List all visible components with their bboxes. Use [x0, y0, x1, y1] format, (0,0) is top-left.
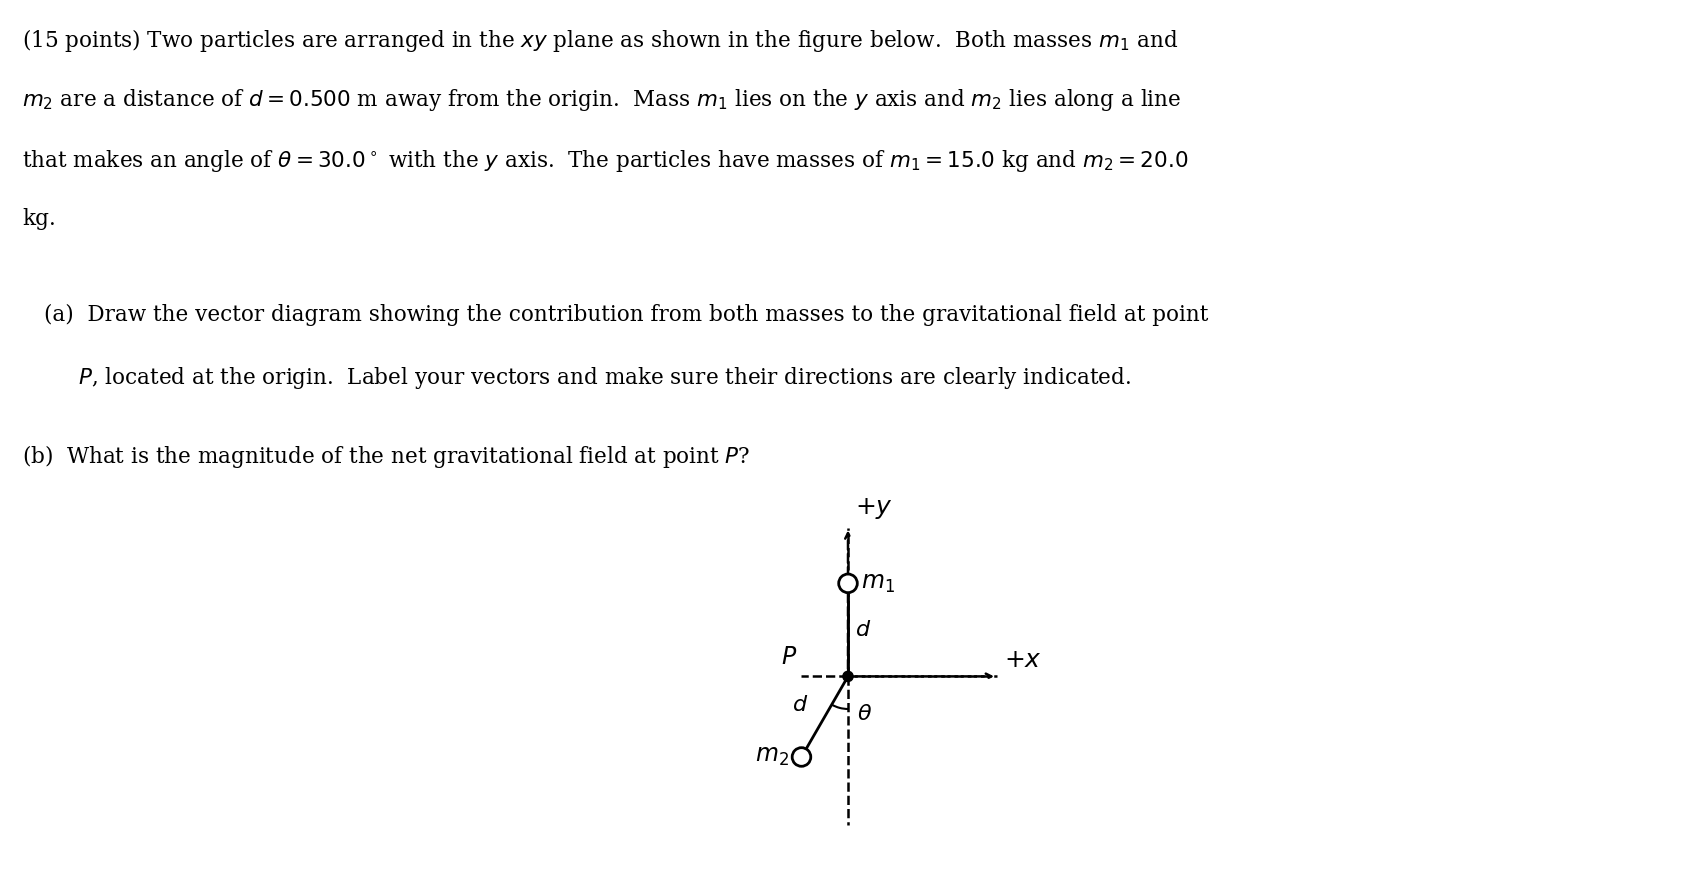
Text: $+y$: $+y$	[855, 496, 894, 521]
Text: (b)  What is the magnitude of the net gravitational field at point $P$?: (b) What is the magnitude of the net gra…	[22, 443, 750, 470]
Text: $m_2$: $m_2$	[755, 746, 789, 768]
Circle shape	[843, 671, 853, 682]
Text: $m_2$ are a distance of $d = 0.500$ m away from the origin.  Mass $m_1$ lies on : $m_2$ are a distance of $d = 0.500$ m aw…	[22, 87, 1182, 113]
Circle shape	[792, 748, 811, 766]
Text: $m_1$: $m_1$	[862, 572, 895, 595]
Text: $+x$: $+x$	[1004, 649, 1043, 672]
Text: $d$: $d$	[855, 619, 872, 641]
Text: (15 points) Two particles are arranged in the $xy$ plane as shown in the figure : (15 points) Two particles are arranged i…	[22, 27, 1179, 53]
Text: (a)  Draw the vector diagram showing the contribution from both masses to the gr: (a) Draw the vector diagram showing the …	[44, 304, 1209, 327]
Text: $d$: $d$	[792, 694, 807, 716]
Text: kg.: kg.	[22, 208, 56, 231]
Text: $P$: $P$	[780, 646, 797, 669]
Circle shape	[840, 574, 856, 593]
Text: $P$, located at the origin.  Label your vectors and make sure their directions a: $P$, located at the origin. Label your v…	[44, 365, 1131, 391]
Text: that makes an angle of $\theta = 30.0^\circ$ with the $y$ axis.  The particles h: that makes an angle of $\theta = 30.0^\c…	[22, 148, 1189, 174]
Text: $\theta$: $\theta$	[858, 703, 873, 725]
